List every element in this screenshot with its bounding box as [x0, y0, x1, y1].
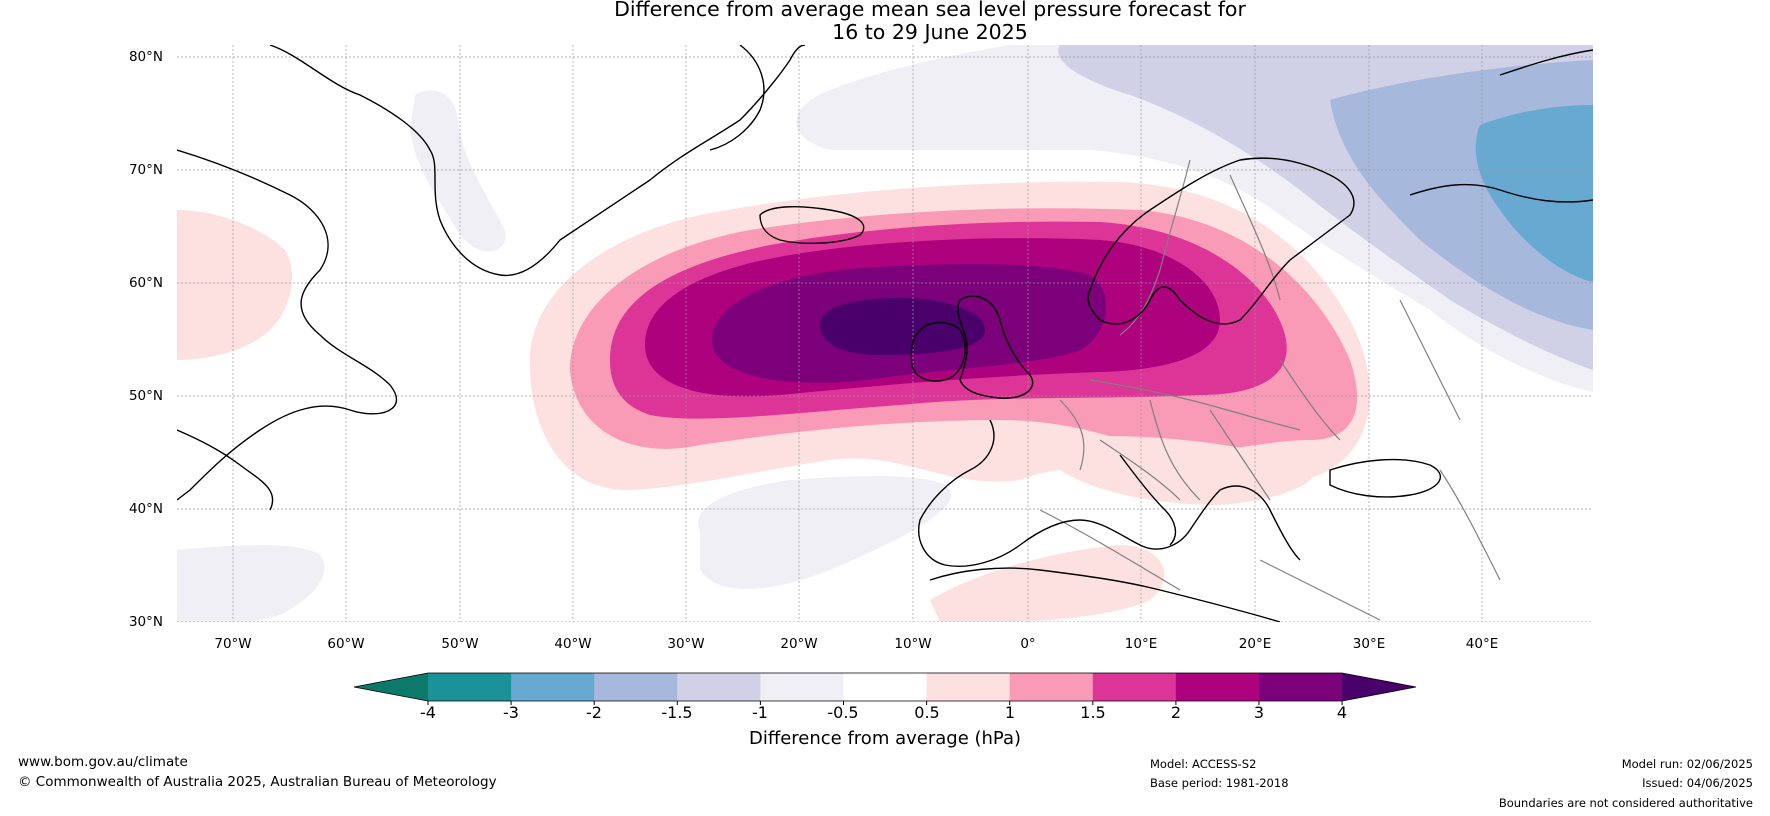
lat-label-80n: 80°N: [128, 49, 163, 65]
lon-label-0: 0°: [1020, 636, 1036, 652]
lon-label-50w: 50°W: [441, 636, 479, 652]
colorbar-tick-label: 1.5: [1080, 703, 1106, 722]
lat-label-40n: 40°N: [128, 501, 163, 517]
anomaly-fill-4: [820, 298, 985, 355]
colorbar-segment: [428, 673, 512, 701]
footer-copyright: © Commonwealth of Australia 2025, Austra…: [18, 774, 497, 790]
north-america-coast: [177, 149, 398, 501]
colorbar-tick-label: 2: [1170, 703, 1182, 722]
lon-label-20e: 20°E: [1238, 636, 1272, 652]
north-africa-coast: [929, 567, 1281, 622]
lon-label-20w: 20°W: [780, 636, 818, 652]
lon-label-10w: 10°W: [894, 636, 932, 652]
map-title-line-1: Difference from average mean sea level p…: [614, 0, 1246, 21]
italy-coast: [1119, 454, 1177, 546]
anomaly-fill-atlantic-low: [698, 476, 952, 589]
coastlines: [177, 45, 1593, 622]
arctic-russia-coast: [1409, 183, 1593, 203]
black-sea-coast: [1329, 458, 1442, 498]
colorbar: [353, 672, 1417, 705]
colorbar-extend-high: [1342, 673, 1416, 701]
lon-label-40w: 40°W: [554, 636, 592, 652]
scandinavia-coast: [1087, 157, 1355, 325]
colorbar-tick-label: -1: [752, 703, 768, 722]
map-title-line-2: 16 to 29 June 2025: [832, 20, 1028, 44]
anomaly-fill-canada: [177, 210, 293, 360]
footer-model: Model: ACCESS-S2: [1150, 757, 1257, 771]
colorbar-tick-label: -0.5: [827, 703, 859, 722]
lat-label-30n: 30°N: [128, 614, 163, 630]
country-borders: [1039, 159, 1501, 621]
colorbar-tick-label: -1.5: [661, 703, 693, 722]
colorbar-segment: [677, 673, 761, 701]
lon-label-30w: 30°W: [667, 636, 705, 652]
labrador-coast: [177, 429, 274, 511]
colorbar-label: Difference from average (hPa): [748, 728, 1022, 749]
footer-disclaimer: Boundaries are not considered authoritat…: [1498, 796, 1753, 810]
lon-label-30e: 30°E: [1352, 636, 1386, 652]
colorbar-tick-label: -4: [420, 703, 436, 722]
greenland-east-coast: [709, 45, 765, 151]
anomaly-fill-sahara: [930, 545, 1165, 622]
iceland-coast: [759, 206, 865, 244]
colorbar-segment: [594, 673, 678, 701]
lon-label-10e: 10°E: [1124, 636, 1158, 652]
lat-label-70n: 70°N: [128, 162, 163, 178]
lon-label-40e: 40°E: [1465, 636, 1499, 652]
footer-url: www.bom.gov.au/climate: [18, 754, 188, 770]
footer-model-run: Model run: 02/06/2025: [1621, 757, 1753, 771]
anomaly-fill-minus-2: [1475, 105, 1593, 282]
colorbar-tick-label: -3: [503, 703, 519, 722]
lat-label-50n: 50°N: [128, 388, 163, 404]
colorbar-segment: [926, 673, 1011, 701]
anomaly-fill-southwest-low: [177, 545, 325, 622]
gridlines: [177, 45, 1593, 622]
anomaly-fill-greenland-low: [410, 90, 506, 252]
greenland-coast: [269, 45, 806, 277]
lat-label-60n: 60°N: [128, 275, 163, 291]
colorbar-extend-low: [354, 673, 428, 701]
footer-base-period: Base period: 1981-2018: [1150, 776, 1289, 790]
colorbar-tick-label: 4: [1336, 703, 1348, 722]
novaya-zemlya-coast: [1499, 49, 1593, 76]
great-britain-coast: [957, 295, 1034, 399]
colorbar-segment: [1092, 673, 1177, 701]
colorbar-segment: [1259, 673, 1343, 701]
lon-label-70w: 70°W: [214, 636, 252, 652]
colorbar-tick-label: 1: [1004, 703, 1016, 722]
colorbar-segment: [843, 673, 928, 701]
colorbar-tick-label: -2: [586, 703, 602, 722]
colorbar-segment: [760, 673, 844, 701]
ireland-coast: [910, 321, 966, 382]
lon-label-60w: 60°W: [327, 636, 365, 652]
colorbar-segment: [1009, 673, 1094, 701]
colorbar-segment: [511, 673, 595, 701]
europe-coast: [918, 419, 1301, 567]
colorbar-tick-label: 0.5: [914, 703, 940, 722]
colorbar-tick-label: 3: [1253, 703, 1265, 722]
colorbar-segment: [1175, 673, 1260, 701]
footer-issued: Issued: 04/06/2025: [1642, 776, 1753, 790]
